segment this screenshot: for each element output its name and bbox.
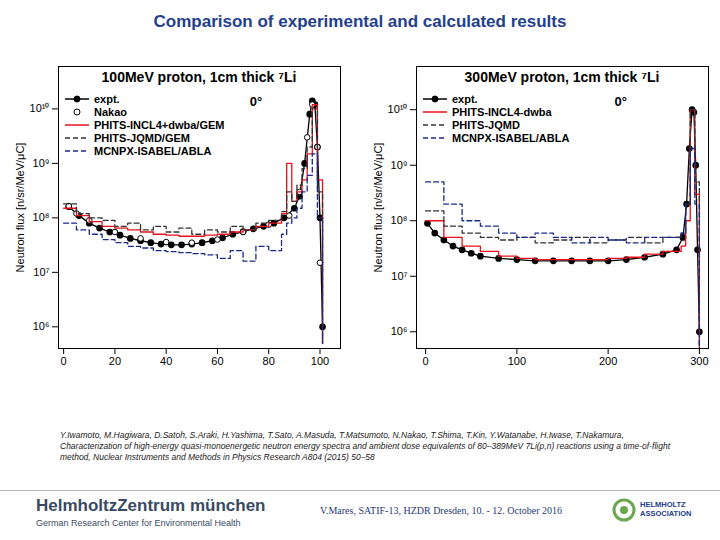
svg-text:60: 60: [211, 355, 223, 367]
svg-text:10⁹: 10⁹: [391, 159, 408, 171]
html-text:PHITS-JQMD: PHITS-JQMD: [452, 118, 520, 131]
svg-text:10¹⁰: 10¹⁰: [30, 102, 50, 114]
html-text:expt.: expt.: [94, 92, 120, 105]
svg-text:0: 0: [423, 355, 429, 367]
svg-text:10⁶: 10⁶: [391, 325, 408, 337]
svg-text:10⁸: 10⁸: [33, 211, 50, 223]
svg-text:20: 20: [109, 355, 121, 367]
html-text:PHITS-INCL4+dwba/GEM: PHITS-INCL4+dwba/GEM: [94, 118, 225, 131]
html-text:German Research Center for Env: German Research Center for Environmental…: [36, 518, 241, 528]
svg-text:40: 40: [160, 355, 172, 367]
html-text:HELMHOLTZ: HELMHOLTZ: [640, 500, 686, 509]
html-text:0°: 0°: [249, 94, 263, 109]
html-text:PHITS-INCL4-dwba: PHITS-INCL4-dwba: [452, 105, 552, 118]
svg-text:10⁷: 10⁷: [391, 270, 407, 282]
svg-text:10⁸: 10⁸: [391, 214, 408, 226]
html-text:ASSOCIATION: ASSOCIATION: [640, 509, 692, 518]
svg-text:Neutron flux [n/sr/MeV/μC]: Neutron flux [n/sr/MeV/μC]: [14, 143, 26, 273]
html-text:Comparison of experimental and: Comparison of experimental and calculate…: [153, 12, 567, 31]
html-text:300MeV proton, 1cm thick ⁷Li: 300MeV proton, 1cm thick ⁷Li: [464, 69, 660, 85]
html-text:100MeV proton, 1cm thick ⁷Li: 100MeV proton, 1cm thick ⁷Li: [101, 69, 297, 85]
svg-text:10⁹: 10⁹: [33, 157, 50, 169]
html-text:PHITS-JQMD/GEM: PHITS-JQMD/GEM: [94, 131, 190, 144]
html-text:V.Mares, SATIF-13, HZDR Dresde: V.Mares, SATIF-13, HZDR Dresden, 10. - 1…: [320, 505, 562, 516]
svg-text:80: 80: [263, 355, 275, 367]
svg-text:100: 100: [508, 355, 526, 367]
html-text:HelmholtzZentrum münchen: HelmholtzZentrum münchen: [36, 496, 266, 515]
html-text:0°: 0°: [614, 94, 627, 109]
svg-text:10⁷: 10⁷: [33, 266, 49, 278]
svg-text:100: 100: [311, 355, 329, 367]
html-text:MCNPX-ISABEL/ABLA: MCNPX-ISABEL/ABLA: [452, 131, 570, 144]
html-text:MCNPX-ISABEL/ABLA: MCNPX-ISABEL/ABLA: [94, 144, 212, 157]
svg-text:300: 300: [690, 355, 708, 367]
svg-text:Neutron flux [n/sr/MeV/μC]: Neutron flux [n/sr/MeV/μC]: [372, 143, 384, 273]
svg-text:0: 0: [61, 355, 67, 367]
svg-text:200: 200: [599, 355, 617, 367]
html-text:expt.: expt.: [452, 92, 478, 105]
svg-text:10⁶: 10⁶: [33, 320, 50, 332]
html-text:Y.Iwamoto, M.Hagiwara, D.Satoh: Y.Iwamoto, M.Hagiwara, D.Satoh, S.Araki,…: [60, 430, 670, 462]
svg-text:10¹⁰: 10¹⁰: [388, 103, 408, 115]
html-text:Nakao: Nakao: [94, 105, 127, 118]
